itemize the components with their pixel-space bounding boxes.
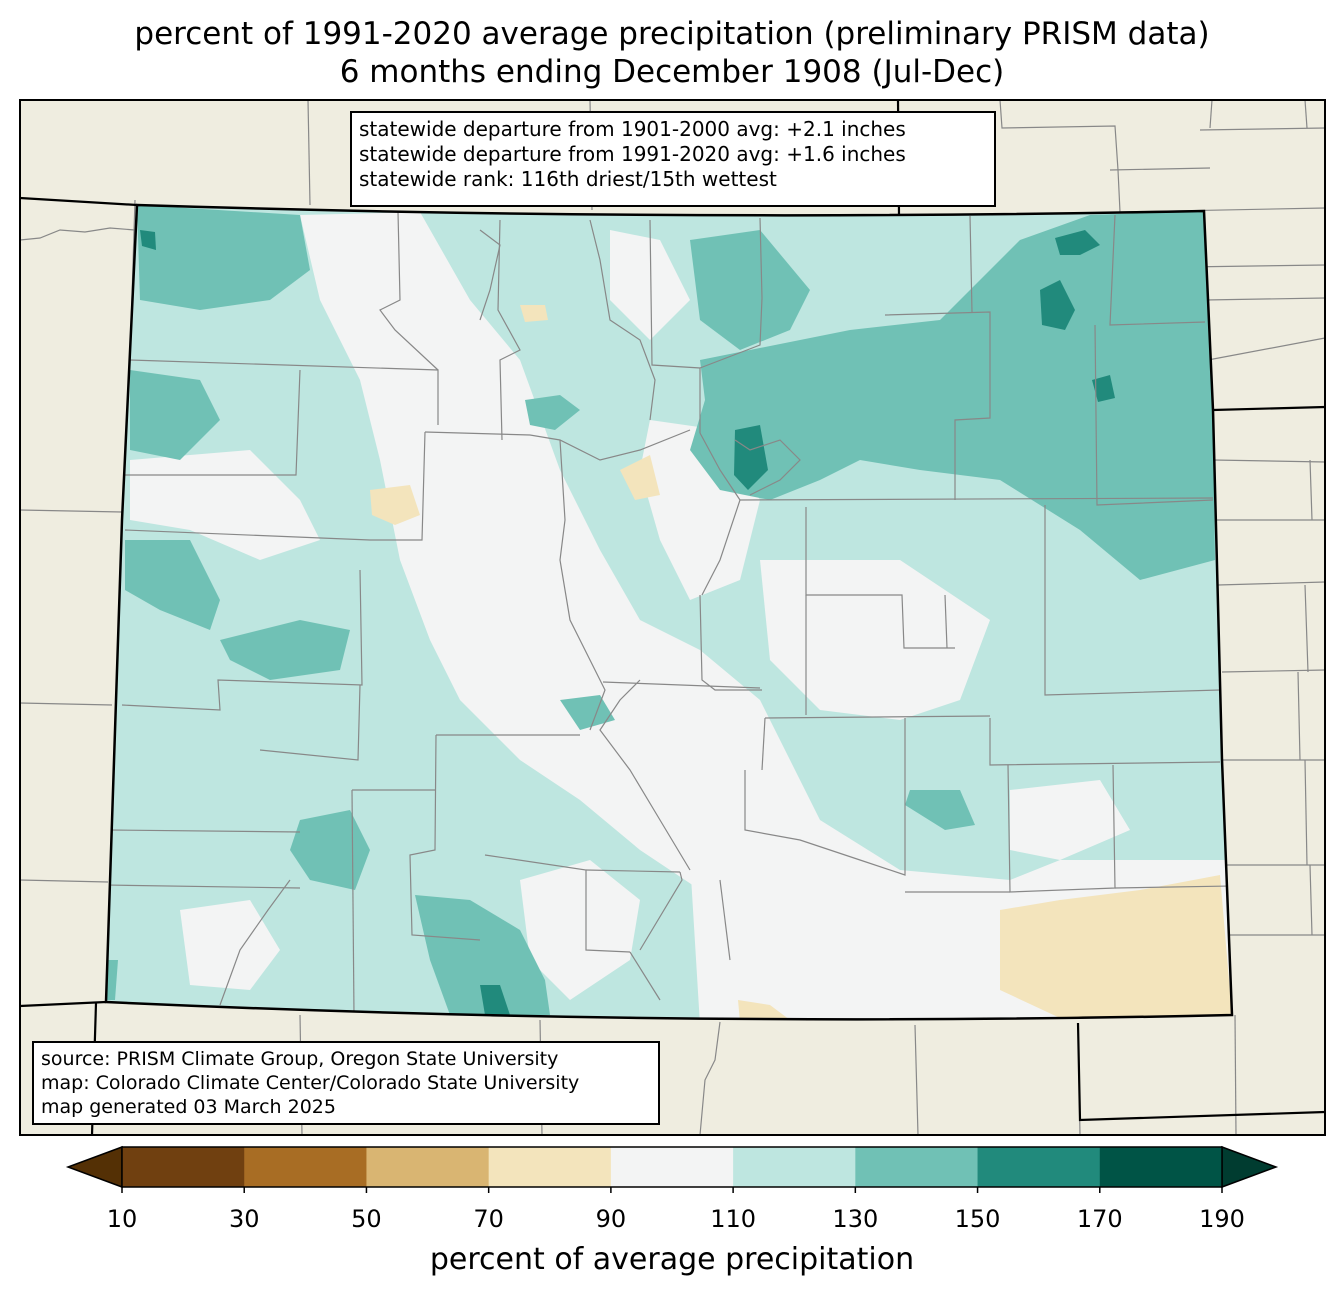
colorbar-outline bbox=[121, 1146, 1223, 1188]
colorbar-tick-150: 150 bbox=[954, 1205, 1001, 1233]
colorbar-tick-130: 130 bbox=[832, 1205, 879, 1233]
colorbar-bin-130-150 bbox=[855, 1147, 979, 1187]
colorbar-bin-10-30 bbox=[122, 1147, 245, 1187]
credits-box: source: PRISM Climate Group, Oregon Stat… bbox=[32, 1041, 660, 1125]
colorbar-bin-90-110 bbox=[610, 1147, 734, 1187]
credits-map: map: Colorado Climate Center/Colorado St… bbox=[41, 1072, 580, 1094]
colorbar-tick-50: 50 bbox=[351, 1205, 382, 1233]
colorbar-bin-150-170 bbox=[977, 1147, 1101, 1187]
map-title-line2: 6 months ending December 1908 (Jul-Dec) bbox=[339, 54, 1005, 90]
credits-source: source: PRISM Climate Group, Oregon Stat… bbox=[41, 1048, 559, 1070]
colorbar-bin-170-190 bbox=[1099, 1147, 1223, 1187]
statewide-stats-box: statewide departure from 1901-2000 avg: … bbox=[350, 111, 996, 207]
colorbar-tick-190: 190 bbox=[1199, 1205, 1245, 1233]
stats-departure-1991-2020: statewide departure from 1991-2020 avg: … bbox=[359, 142, 906, 166]
colorbar-bin-110-130 bbox=[733, 1147, 856, 1187]
colorbar-tick-30: 30 bbox=[228, 1205, 260, 1233]
colorbar-tick-110: 110 bbox=[710, 1205, 757, 1233]
colorado-border bbox=[104, 203, 1234, 1021]
colorbar-tick-170: 170 bbox=[1076, 1205, 1123, 1233]
colorado-precip-field bbox=[106, 205, 1232, 1020]
colorbar-label: percent of average precipitation bbox=[429, 1242, 915, 1277]
colorbar bbox=[65, 1145, 1279, 1193]
colorbar-tick-10: 10 bbox=[106, 1205, 138, 1233]
map-title-line1: percent of 1991-2020 average precipitati… bbox=[134, 16, 1210, 52]
colorbar-under-arrow bbox=[65, 1145, 123, 1189]
colorbar-over-arrow bbox=[1221, 1145, 1279, 1189]
colorbar-bin-30-50 bbox=[244, 1147, 367, 1187]
neighbor-county-lines bbox=[20, 100, 1325, 1135]
credits-generated: map generated 03 March 2025 bbox=[41, 1096, 336, 1118]
colorbar-bin-50-70 bbox=[366, 1147, 490, 1187]
stats-departure-1901-2000: statewide departure from 1901-2000 avg: … bbox=[359, 117, 906, 141]
colorado-county-lines bbox=[106, 211, 1231, 1016]
colorbar-bin-70-90 bbox=[488, 1147, 612, 1187]
map-frame bbox=[19, 99, 1326, 1136]
stats-rank: statewide rank: 116th driest/15th wettes… bbox=[359, 167, 777, 191]
colorbar-tick-90: 90 bbox=[595, 1205, 627, 1233]
colorbar-tick-70: 70 bbox=[473, 1205, 504, 1233]
